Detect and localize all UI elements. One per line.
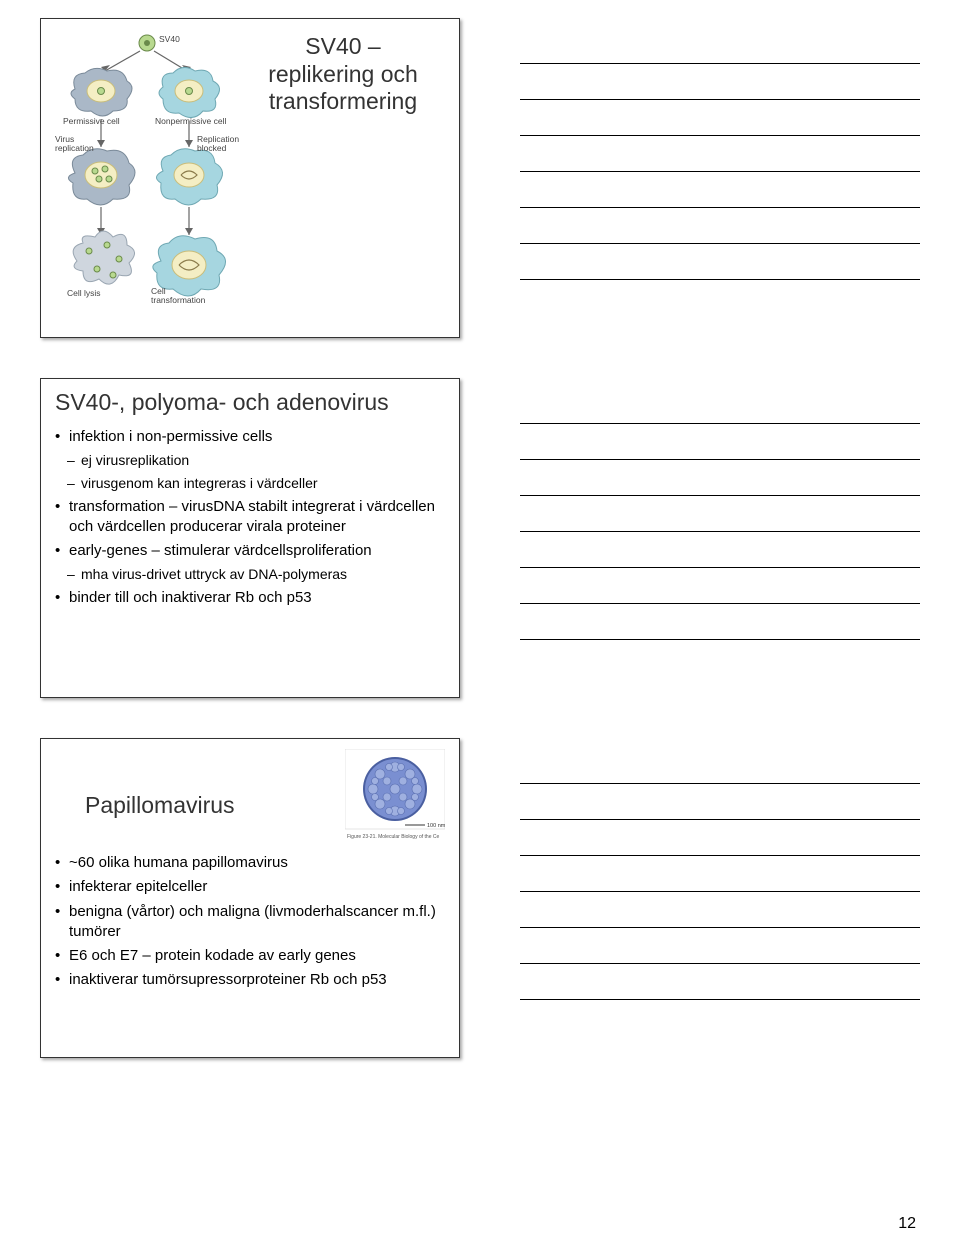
slide-3: Papillomavirus xyxy=(40,738,460,1058)
row-2: SV40-, polyoma- och adenovirus infektion… xyxy=(40,378,920,698)
note-line xyxy=(520,496,920,532)
row-3: Papillomavirus xyxy=(40,738,920,1058)
note-line xyxy=(520,532,920,568)
bullet-item: binder till och inaktiverar Rb och p53 xyxy=(55,588,445,608)
diagram-label-cell-lysis: Cell lysis xyxy=(67,289,101,298)
bullet-item-sub: virusgenom kan integreras i värdceller xyxy=(55,474,445,493)
bullet-item: inaktiverar tumörsupressorproteiner Rb o… xyxy=(55,970,445,990)
bullet-item: ~60 olika humana papillomavirus xyxy=(55,853,445,873)
note-line xyxy=(520,100,920,136)
bullet-item: infekterar epitelceller xyxy=(55,877,445,897)
note-line xyxy=(520,136,920,172)
bullet-item: transformation – virusDNA stabilt integr… xyxy=(55,497,445,538)
svg-text:100 nm: 100 nm xyxy=(427,823,445,829)
bullet-item-sub: mha virus-drivet uttryck av DNA-polymera… xyxy=(55,565,445,584)
bullet-item: infektion i non-permissive cells xyxy=(55,427,445,447)
diagram-label-sv40: SV40 xyxy=(159,35,180,44)
note-line xyxy=(520,604,920,640)
slide-1: SV40 Permissive cell Nonpermissive cell … xyxy=(40,18,460,338)
bullet-item: E6 och E7 – protein kodade av early gene… xyxy=(55,946,445,966)
note-line xyxy=(520,892,920,928)
diagram-label-permissive: Permissive cell xyxy=(63,117,120,126)
slide-3-title: Papillomavirus xyxy=(55,770,333,820)
notes-block-1 xyxy=(520,18,920,338)
note-line xyxy=(520,820,920,856)
notes-block-2 xyxy=(520,378,920,698)
diagram-label-cell-transformation: Celltransformation xyxy=(151,287,211,304)
sv40-diagram: SV40 Permissive cell Nonpermissive cell … xyxy=(55,29,235,309)
row-1: SV40 Permissive cell Nonpermissive cell … xyxy=(40,18,920,338)
note-line xyxy=(520,28,920,64)
note-line xyxy=(520,568,920,604)
slide-3-bullets: ~60 olika humana papillomavirus infekter… xyxy=(55,853,445,995)
note-line xyxy=(520,928,920,964)
svg-text:Figure 23-21. Molecular Biolog: Figure 23-21. Molecular Biology of the C… xyxy=(347,834,439,840)
note-line xyxy=(520,172,920,208)
page-number: 12 xyxy=(898,1215,916,1233)
note-line xyxy=(520,460,920,496)
bullet-item-sub: ej virusreplikation xyxy=(55,451,445,470)
notes-block-3 xyxy=(520,738,920,1058)
bullet-item: early-genes – stimulerar värdcellsprolif… xyxy=(55,541,445,561)
note-line xyxy=(520,208,920,244)
note-line xyxy=(520,244,920,280)
handout-page: SV40 Permissive cell Nonpermissive cell … xyxy=(0,0,960,1247)
slide-1-title-line-1: SV40 – xyxy=(305,33,380,59)
note-line xyxy=(520,784,920,820)
note-line xyxy=(520,964,920,1000)
bullet-item: benigna (vårtor) och maligna (livmoderha… xyxy=(55,902,445,943)
slide-2-bullets: infektion i non-permissive cells ej viru… xyxy=(55,427,445,609)
note-line xyxy=(520,856,920,892)
note-line xyxy=(520,64,920,100)
papilloma-virus-image: 100 nm Figure 23-21. Molecular Biology o… xyxy=(345,749,445,841)
diagram-label-nonpermissive: Nonpermissive cell xyxy=(155,117,226,126)
slide-1-title-line-3: transformering xyxy=(269,88,417,114)
slide-2: SV40-, polyoma- och adenovirus infektion… xyxy=(40,378,460,698)
note-line xyxy=(520,424,920,460)
diagram-label-replication-blocked: Replicationblocked xyxy=(197,135,241,152)
diagram-label-virus-replication: Virusreplication xyxy=(55,135,91,152)
slide-1-title-line-2: replikering och xyxy=(268,61,418,87)
slide-2-title: SV40-, polyoma- och adenovirus xyxy=(55,389,445,417)
note-line xyxy=(520,748,920,784)
note-line xyxy=(520,388,920,424)
slide-1-title: SV40 – replikering och transformering xyxy=(241,33,445,116)
